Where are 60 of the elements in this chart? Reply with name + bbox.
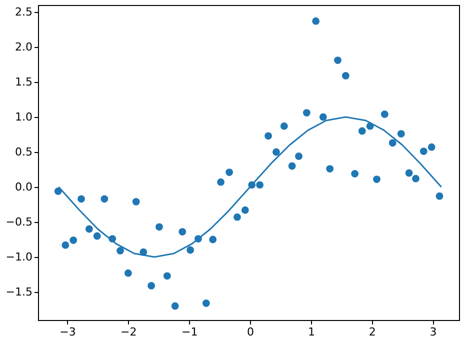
point	[302, 109, 310, 116]
y-tick-label: 1.0	[15, 110, 32, 124]
x-tick-label: −2	[120, 326, 137, 338]
point	[241, 206, 249, 214]
point	[85, 225, 93, 233]
point	[234, 213, 241, 221]
x-tick-label: −1	[181, 326, 198, 338]
point	[70, 236, 78, 244]
x-tick-label: 2	[368, 326, 376, 338]
point	[178, 228, 186, 236]
point	[351, 170, 359, 178]
point	[272, 148, 280, 156]
point	[132, 198, 140, 206]
point	[100, 195, 108, 203]
point	[412, 174, 420, 182]
y-tick-label: 1.5	[15, 76, 32, 88]
point	[397, 130, 405, 138]
point	[436, 192, 444, 200]
x-tick-label: 0	[247, 326, 254, 338]
point	[358, 127, 366, 135]
point	[334, 56, 342, 64]
point	[373, 176, 380, 183]
point	[388, 139, 396, 147]
point	[78, 195, 85, 203]
point	[124, 269, 132, 277]
y-tick-label: −0.5	[6, 216, 32, 228]
y-tick-label: 2.5	[15, 6, 32, 18]
y-tick-label: −1.5	[6, 286, 32, 298]
point	[326, 165, 334, 172]
x-tick-label: −3	[60, 326, 76, 338]
x-tick-label: 3	[430, 326, 437, 338]
point	[116, 247, 124, 254]
point	[148, 282, 156, 290]
point	[280, 122, 288, 130]
point	[163, 272, 171, 280]
point	[319, 113, 327, 121]
point	[209, 236, 217, 244]
point	[156, 223, 163, 231]
y-tick-label: −1.0	[6, 250, 32, 264]
y-tick-label: 0.0	[15, 180, 32, 194]
y-tick-label: 2.0	[15, 40, 32, 54]
y-tick-label: 0.5	[15, 146, 32, 158]
point	[405, 169, 413, 177]
point	[256, 181, 264, 189]
point	[288, 162, 296, 170]
point	[295, 152, 302, 160]
point	[186, 246, 194, 254]
point	[264, 132, 272, 140]
point	[312, 17, 320, 25]
point	[171, 302, 179, 310]
point	[420, 148, 428, 155]
point	[428, 143, 436, 151]
point	[342, 72, 350, 80]
point	[226, 168, 234, 176]
point	[62, 241, 70, 249]
point	[380, 110, 388, 118]
point	[93, 232, 101, 240]
point	[202, 300, 210, 307]
point	[217, 178, 224, 186]
x-tick-label: 1	[308, 326, 315, 338]
